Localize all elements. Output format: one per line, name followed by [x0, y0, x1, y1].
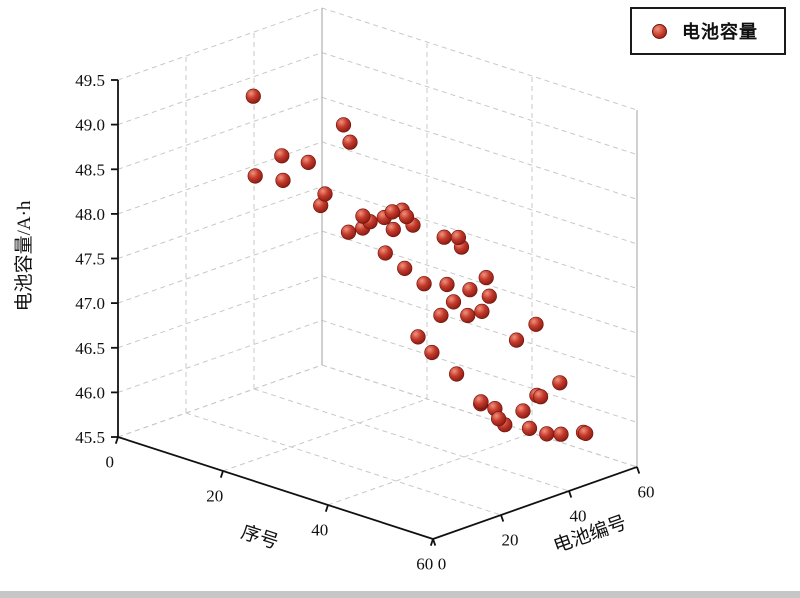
grid-line-x: [222, 398, 428, 472]
grid-line-y: [321, 364, 638, 468]
data-point: [416, 276, 432, 292]
x-axis-title: 序号: [238, 521, 281, 554]
x-tick-label: 40: [311, 521, 328, 540]
grid-line-z: [117, 52, 323, 126]
data-point: [433, 307, 449, 324]
x-tick: [114, 436, 119, 444]
y-tick: [636, 466, 641, 474]
data-point: [335, 117, 352, 133]
data-point: [355, 208, 371, 224]
data-point: [491, 411, 507, 427]
data-point: [424, 344, 440, 361]
y-tick: [432, 538, 437, 546]
data-point: [317, 186, 333, 202]
y-tick: [568, 490, 573, 498]
data-point: [342, 134, 358, 150]
z-tick-label: 48.0: [75, 205, 105, 224]
data-point: [397, 260, 413, 277]
z-tick-label: 46.5: [75, 339, 105, 358]
z-tick-label: 45.5: [75, 428, 105, 447]
x-tick-label: 0: [105, 453, 114, 472]
data-point: [521, 420, 538, 437]
y-axis-title: 电池编号: [551, 511, 630, 557]
z-tick-label: 49.5: [75, 71, 105, 90]
grid-line-x: [117, 364, 323, 438]
data-point: [340, 224, 357, 240]
data-point: [410, 329, 426, 345]
data-point: [462, 282, 478, 298]
z-tick-label: 48.5: [75, 160, 105, 179]
data-point: [481, 288, 497, 304]
legend-label: 电池容量: [682, 22, 758, 42]
data-point: [539, 426, 555, 442]
grid-line-z: [321, 52, 638, 156]
data-point: [247, 168, 263, 184]
data-point: [578, 425, 594, 442]
data-point: [398, 209, 415, 225]
data-point: [300, 154, 316, 170]
x-tick: [324, 504, 329, 512]
grid-line-z: [117, 319, 323, 393]
z-tick-label: 46.0: [75, 383, 105, 402]
x-tick-label: 20: [206, 487, 223, 506]
grid-line-z: [117, 230, 323, 304]
z-tick-label: 47.0: [75, 294, 105, 313]
screenshot-bottom-edge: [0, 591, 800, 598]
data-point: [528, 316, 544, 332]
data-point: [275, 172, 291, 188]
data-point: [377, 245, 393, 261]
grid-line-x: [327, 432, 533, 506]
grid-line-z: [321, 186, 638, 289]
data-point: [473, 394, 489, 410]
data-point: [515, 403, 531, 419]
floor: [118, 365, 637, 539]
data-point: [474, 303, 490, 320]
z-tick-label: 47.5: [75, 250, 105, 269]
grid-line-z: [117, 275, 323, 349]
grid-line-z: [321, 230, 638, 334]
z-tick-label: 49.0: [75, 116, 105, 135]
y-tick-label: 0: [438, 555, 447, 574]
z-axis-title: 电池容量/A·h: [13, 200, 35, 311]
grid-line-z: [321, 7, 638, 111]
x-tick: [219, 470, 224, 478]
x-axis: [117, 436, 434, 540]
y-tick: [500, 514, 505, 522]
data-point: [385, 221, 401, 238]
data-point: [460, 307, 476, 324]
data-point: [450, 229, 467, 246]
data-point: [478, 270, 494, 286]
data-point: [445, 294, 462, 310]
grid-line-z: [321, 96, 638, 200]
legend: 电池容量: [630, 7, 786, 55]
y-axis: [432, 466, 638, 540]
data-point: [245, 88, 261, 104]
data-point: [436, 229, 452, 245]
data-point: [532, 389, 549, 405]
grid-line-y: [253, 388, 570, 492]
y-tick-label: 40: [570, 507, 587, 526]
grid-line-z: [321, 141, 638, 245]
grid-line-z: [321, 275, 638, 379]
grid-line-y: [185, 412, 502, 516]
grid-line-z: [321, 319, 638, 423]
x-tick-label: 60: [416, 555, 433, 574]
data-point: [384, 204, 400, 220]
legend-sphere-marker-icon: [652, 23, 667, 39]
data-point: [552, 375, 568, 391]
data-point: [449, 366, 465, 382]
data-point: [508, 332, 525, 348]
grid-line-z: [117, 186, 323, 259]
data-point: [439, 276, 455, 293]
data-point: [274, 148, 290, 164]
y-tick-label: 20: [502, 531, 519, 550]
y-tick-label: 60: [638, 483, 655, 502]
data-point: [553, 426, 569, 442]
grid-line-z: [117, 7, 323, 81]
grid-line-z: [117, 96, 323, 170]
